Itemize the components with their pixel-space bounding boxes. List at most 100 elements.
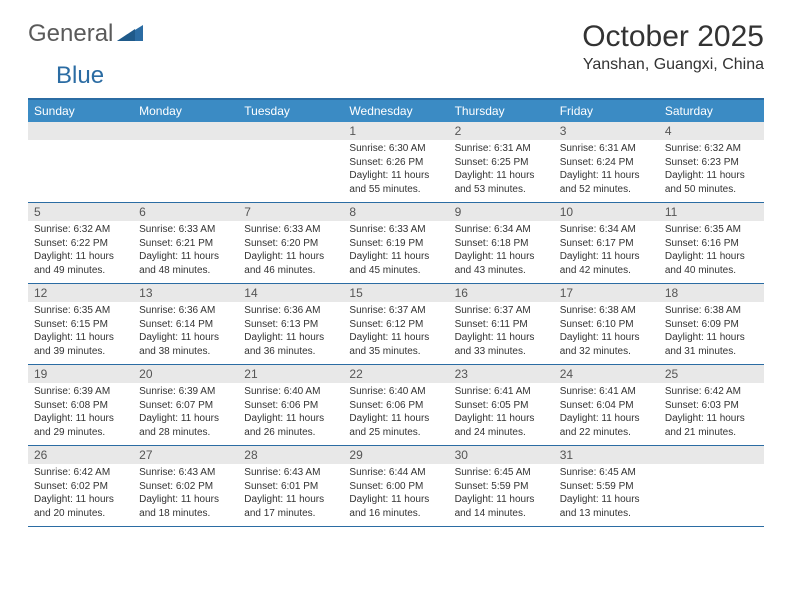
calendar-cell: 12Sunrise: 6:35 AMSunset: 6:15 PMDayligh… [28, 284, 133, 364]
cell-body: Sunrise: 6:34 AMSunset: 6:18 PMDaylight:… [449, 221, 554, 283]
cell-body: Sunrise: 6:40 AMSunset: 6:06 PMDaylight:… [238, 383, 343, 445]
cell-line: Daylight: 11 hours and 31 minutes. [665, 331, 758, 358]
cell-body: Sunrise: 6:42 AMSunset: 6:02 PMDaylight:… [28, 464, 133, 526]
cell-body: Sunrise: 6:40 AMSunset: 6:06 PMDaylight:… [343, 383, 448, 445]
day-number [28, 122, 133, 140]
cell-line: Daylight: 11 hours and 35 minutes. [349, 331, 442, 358]
cell-body: Sunrise: 6:32 AMSunset: 6:23 PMDaylight:… [659, 140, 764, 202]
calendar-cell: 4Sunrise: 6:32 AMSunset: 6:23 PMDaylight… [659, 122, 764, 202]
calendar-cell: 28Sunrise: 6:43 AMSunset: 6:01 PMDayligh… [238, 446, 343, 526]
cell-body: Sunrise: 6:44 AMSunset: 6:00 PMDaylight:… [343, 464, 448, 526]
cell-body: Sunrise: 6:45 AMSunset: 5:59 PMDaylight:… [554, 464, 659, 526]
cell-line: Sunrise: 6:41 AM [560, 385, 653, 399]
cell-body: Sunrise: 6:32 AMSunset: 6:22 PMDaylight:… [28, 221, 133, 283]
calendar-cell: 25Sunrise: 6:42 AMSunset: 6:03 PMDayligh… [659, 365, 764, 445]
cell-line: Sunrise: 6:37 AM [349, 304, 442, 318]
cell-line: Sunset: 6:03 PM [665, 399, 758, 413]
cell-line: Sunrise: 6:34 AM [560, 223, 653, 237]
calendar-cell [133, 122, 238, 202]
cell-line: Daylight: 11 hours and 52 minutes. [560, 169, 653, 196]
cell-line: Sunrise: 6:38 AM [560, 304, 653, 318]
calendar-cell: 20Sunrise: 6:39 AMSunset: 6:07 PMDayligh… [133, 365, 238, 445]
calendar-cell: 18Sunrise: 6:38 AMSunset: 6:09 PMDayligh… [659, 284, 764, 364]
cell-line: Sunrise: 6:40 AM [349, 385, 442, 399]
cell-line: Sunset: 6:21 PM [139, 237, 232, 251]
cell-line: Sunset: 6:02 PM [139, 480, 232, 494]
day-number: 5 [28, 203, 133, 221]
cell-line: Daylight: 11 hours and 55 minutes. [349, 169, 442, 196]
day-number: 23 [449, 365, 554, 383]
cell-line: Sunset: 6:19 PM [349, 237, 442, 251]
cell-line: Daylight: 11 hours and 33 minutes. [455, 331, 548, 358]
day-number [133, 122, 238, 140]
cell-line: Sunset: 6:05 PM [455, 399, 548, 413]
cell-line: Sunset: 6:25 PM [455, 156, 548, 170]
day-number: 29 [343, 446, 448, 464]
calendar-cell: 30Sunrise: 6:45 AMSunset: 5:59 PMDayligh… [449, 446, 554, 526]
day-header-sun: Sunday [28, 100, 133, 122]
cell-line: Daylight: 11 hours and 43 minutes. [455, 250, 548, 277]
week-row: 1Sunrise: 6:30 AMSunset: 6:26 PMDaylight… [28, 122, 764, 203]
calendar-cell: 3Sunrise: 6:31 AMSunset: 6:24 PMDaylight… [554, 122, 659, 202]
cell-line: Daylight: 11 hours and 29 minutes. [34, 412, 127, 439]
day-number: 27 [133, 446, 238, 464]
cell-line: Sunset: 6:11 PM [455, 318, 548, 332]
day-number: 10 [554, 203, 659, 221]
day-number: 1 [343, 122, 448, 140]
day-number: 22 [343, 365, 448, 383]
calendar-cell [28, 122, 133, 202]
cell-line: Sunrise: 6:32 AM [34, 223, 127, 237]
cell-line: Sunset: 6:18 PM [455, 237, 548, 251]
cell-line: Sunset: 6:09 PM [665, 318, 758, 332]
day-number [659, 446, 764, 464]
cell-line: Sunset: 6:17 PM [560, 237, 653, 251]
cell-line: Daylight: 11 hours and 39 minutes. [34, 331, 127, 358]
cell-line: Sunset: 6:06 PM [349, 399, 442, 413]
cell-body: Sunrise: 6:41 AMSunset: 6:04 PMDaylight:… [554, 383, 659, 445]
calendar-cell: 26Sunrise: 6:42 AMSunset: 6:02 PMDayligh… [28, 446, 133, 526]
location-subtitle: Yanshan, Guangxi, China [582, 56, 764, 74]
cell-body: Sunrise: 6:34 AMSunset: 6:17 PMDaylight:… [554, 221, 659, 283]
cell-line: Daylight: 11 hours and 42 minutes. [560, 250, 653, 277]
day-number: 11 [659, 203, 764, 221]
week-row: 5Sunrise: 6:32 AMSunset: 6:22 PMDaylight… [28, 203, 764, 284]
cell-line: Daylight: 11 hours and 17 minutes. [244, 493, 337, 520]
cell-body: Sunrise: 6:39 AMSunset: 6:08 PMDaylight:… [28, 383, 133, 445]
calendar-cell: 21Sunrise: 6:40 AMSunset: 6:06 PMDayligh… [238, 365, 343, 445]
cell-line: Daylight: 11 hours and 25 minutes. [349, 412, 442, 439]
day-number: 17 [554, 284, 659, 302]
cell-line: Sunrise: 6:32 AM [665, 142, 758, 156]
day-number: 14 [238, 284, 343, 302]
cell-line: Sunset: 5:59 PM [455, 480, 548, 494]
cell-line: Daylight: 11 hours and 49 minutes. [34, 250, 127, 277]
day-number: 19 [28, 365, 133, 383]
cell-line: Sunrise: 6:40 AM [244, 385, 337, 399]
cell-line: Sunset: 6:24 PM [560, 156, 653, 170]
cell-line: Daylight: 11 hours and 36 minutes. [244, 331, 337, 358]
cell-body: Sunrise: 6:45 AMSunset: 5:59 PMDaylight:… [449, 464, 554, 526]
cell-line: Daylight: 11 hours and 46 minutes. [244, 250, 337, 277]
cell-line: Sunrise: 6:31 AM [455, 142, 548, 156]
cell-line: Daylight: 11 hours and 21 minutes. [665, 412, 758, 439]
cell-body: Sunrise: 6:35 AMSunset: 6:16 PMDaylight:… [659, 221, 764, 283]
cell-body: Sunrise: 6:33 AMSunset: 6:20 PMDaylight:… [238, 221, 343, 283]
cell-line: Sunrise: 6:41 AM [455, 385, 548, 399]
day-number: 15 [343, 284, 448, 302]
day-number: 6 [133, 203, 238, 221]
cell-line: Daylight: 11 hours and 13 minutes. [560, 493, 653, 520]
cell-line: Daylight: 11 hours and 22 minutes. [560, 412, 653, 439]
cell-body: Sunrise: 6:41 AMSunset: 6:05 PMDaylight:… [449, 383, 554, 445]
cell-line: Daylight: 11 hours and 16 minutes. [349, 493, 442, 520]
cell-body: Sunrise: 6:33 AMSunset: 6:21 PMDaylight:… [133, 221, 238, 283]
cell-line: Sunrise: 6:42 AM [665, 385, 758, 399]
cell-line: Sunset: 6:04 PM [560, 399, 653, 413]
day-number: 28 [238, 446, 343, 464]
cell-line: Sunset: 6:16 PM [665, 237, 758, 251]
day-number: 30 [449, 446, 554, 464]
cell-line: Daylight: 11 hours and 38 minutes. [139, 331, 232, 358]
calendar-cell: 17Sunrise: 6:38 AMSunset: 6:10 PMDayligh… [554, 284, 659, 364]
month-title: October 2025 [582, 20, 764, 54]
day-header-thu: Thursday [449, 100, 554, 122]
day-header-fri: Friday [554, 100, 659, 122]
cell-line: Sunrise: 6:36 AM [139, 304, 232, 318]
